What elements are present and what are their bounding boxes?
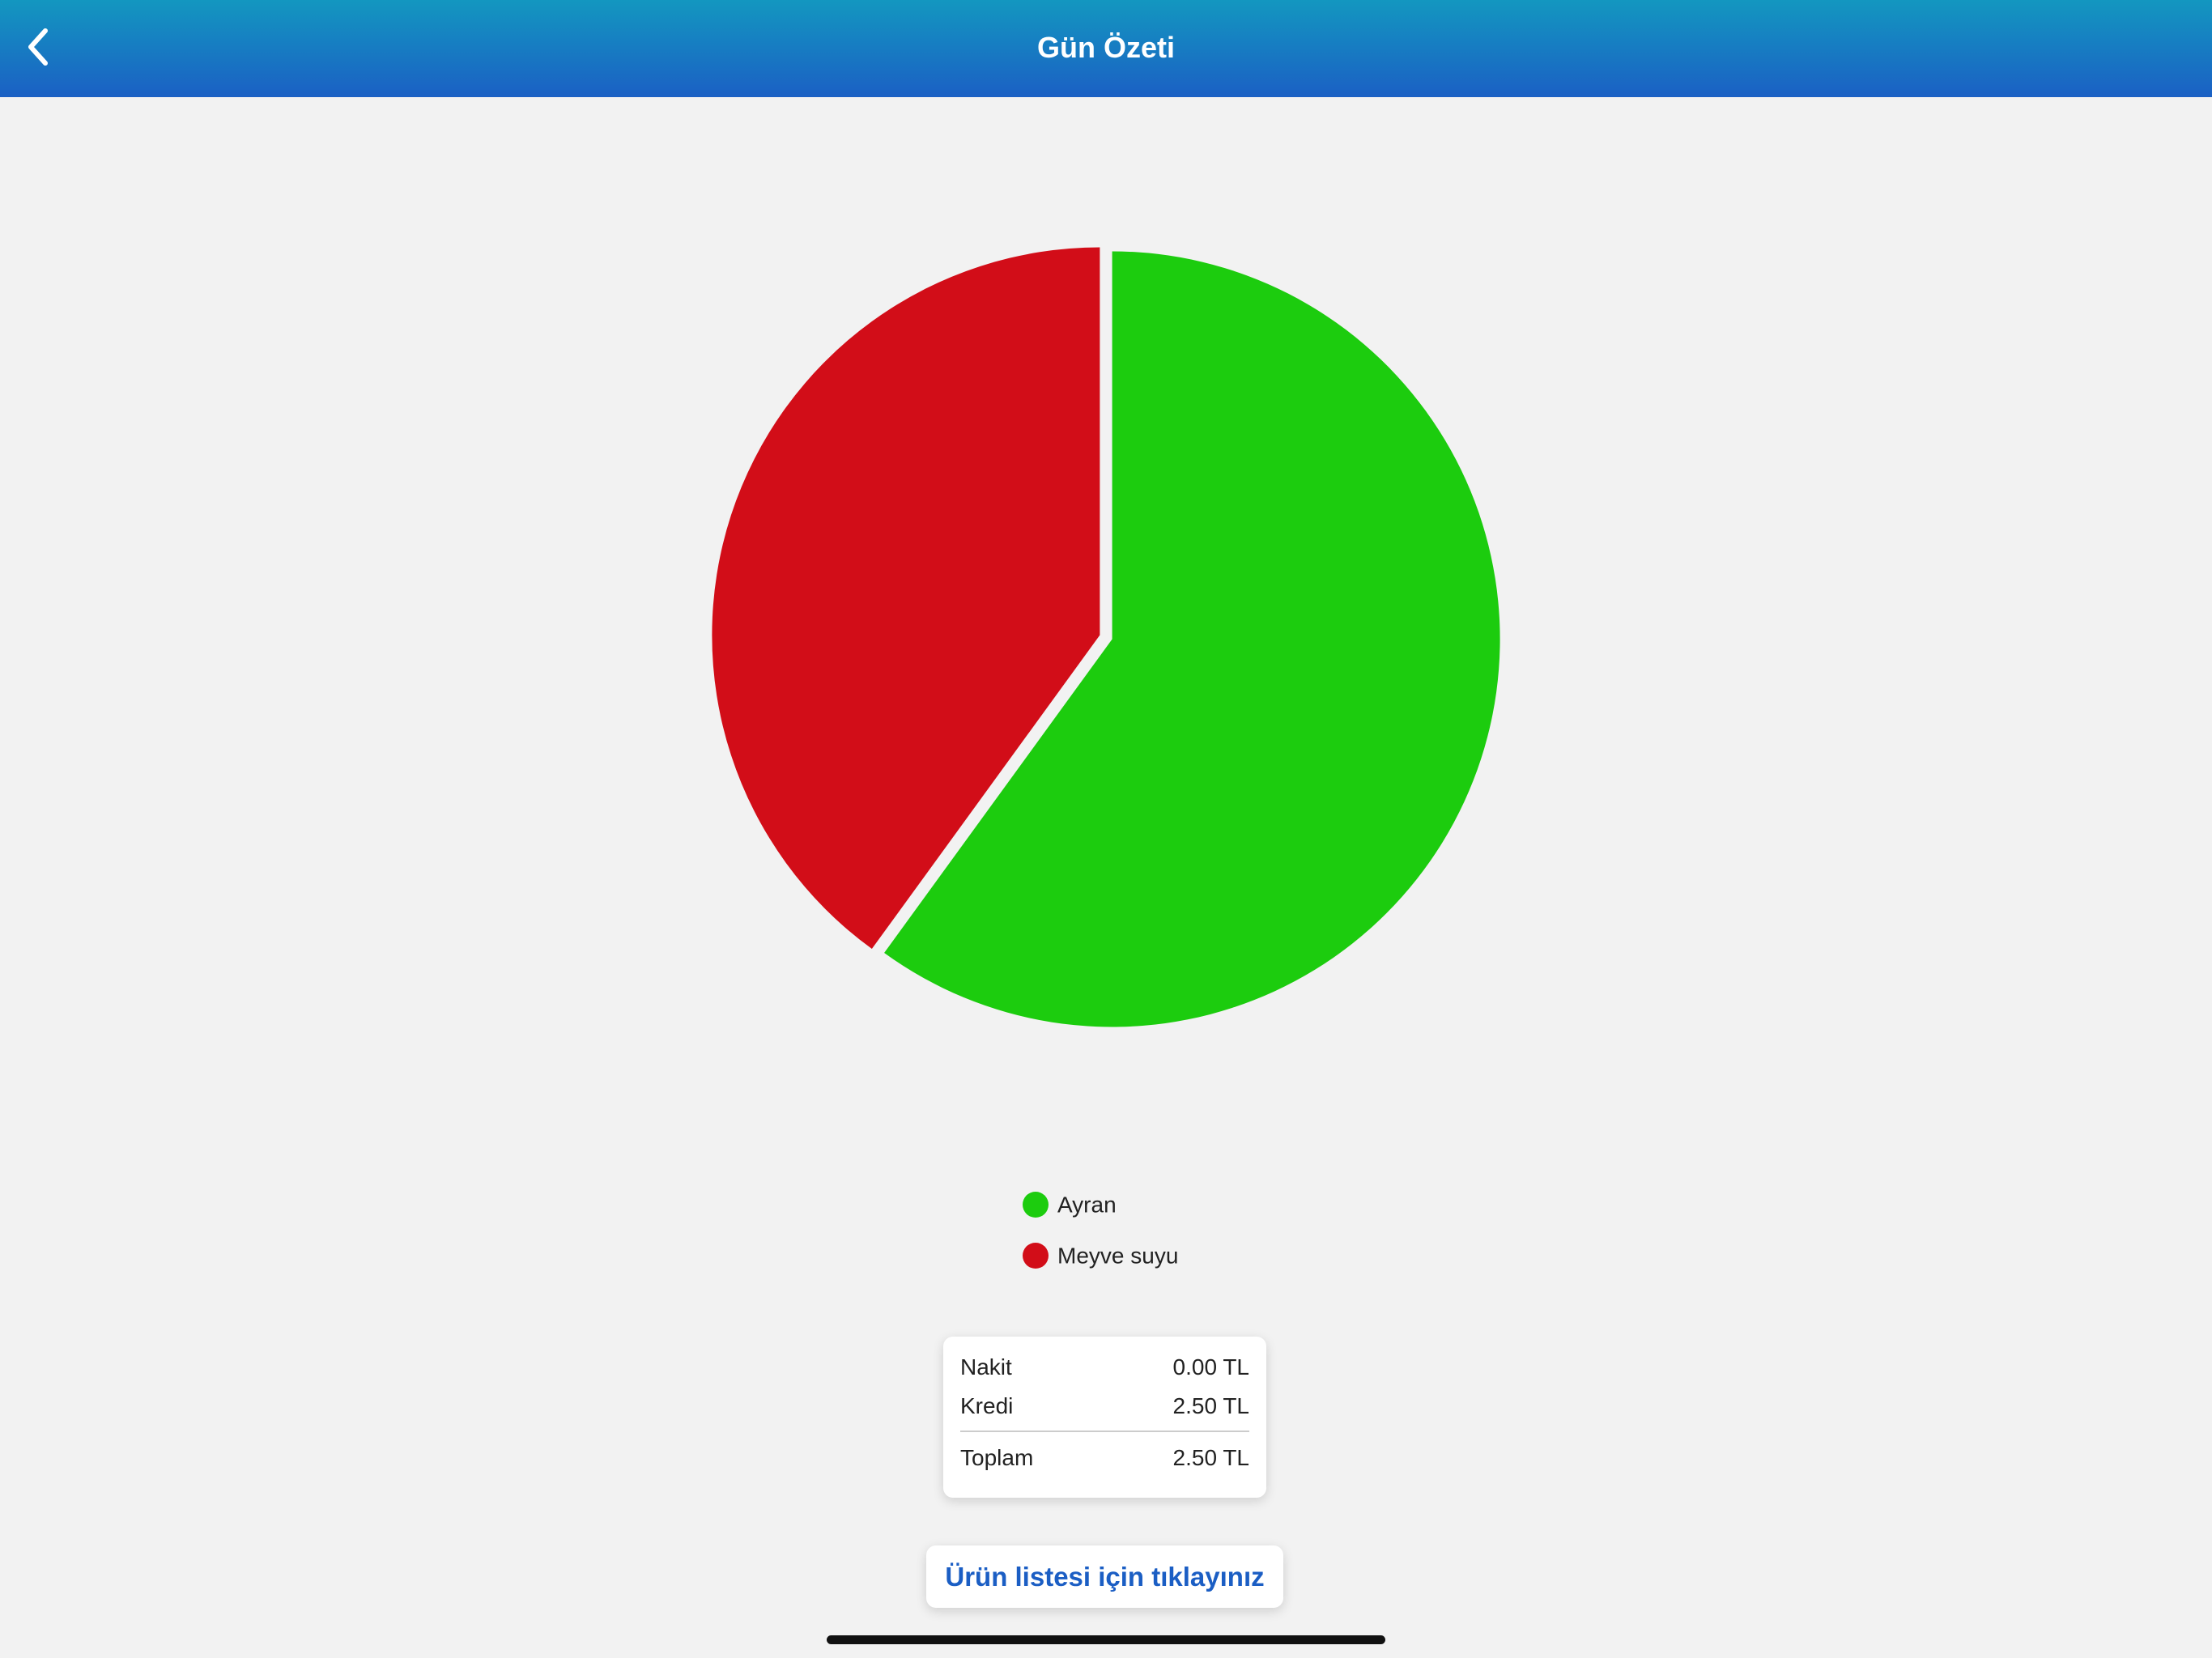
product-list-button[interactable]: Ürün listesi için tıklayınız [926,1545,1283,1608]
summary-row: Kredi 2.50 TL [960,1393,1249,1419]
total-amount: 2.50 TL [1172,1445,1249,1470]
legend-swatch [1023,1243,1049,1269]
summary-row: Nakit 0.00 TL [960,1354,1249,1380]
legend-label: Ayran [1057,1192,1117,1217]
summary-total: Toplam 2.50 TL [960,1445,1249,1471]
separator [960,1431,1249,1432]
home-indicator [827,1635,1385,1644]
legend-label: Meyve suyu [1057,1243,1178,1268]
row-label: Kredi [960,1393,1014,1418]
total-label: Toplam [960,1445,1034,1470]
back-button[interactable] [16,23,65,71]
row-label: Nakit [960,1354,1012,1380]
row-amount: 0.00 TL [1172,1354,1249,1380]
chart: Ayran Meyve suyu [712,247,1500,1269]
header: Gün Özeti [0,0,2212,97]
pie-slice [712,247,1100,950]
header-title: Gün Özeti [1037,31,1175,64]
row-amount: 2.50 TL [1172,1393,1249,1418]
pie-slice [884,251,1500,1027]
summary-card: Nakit 0.00 TL Kredi 2.50 TL Toplam 2.50 TL [943,1337,1266,1498]
legend-swatch [1023,1192,1049,1218]
